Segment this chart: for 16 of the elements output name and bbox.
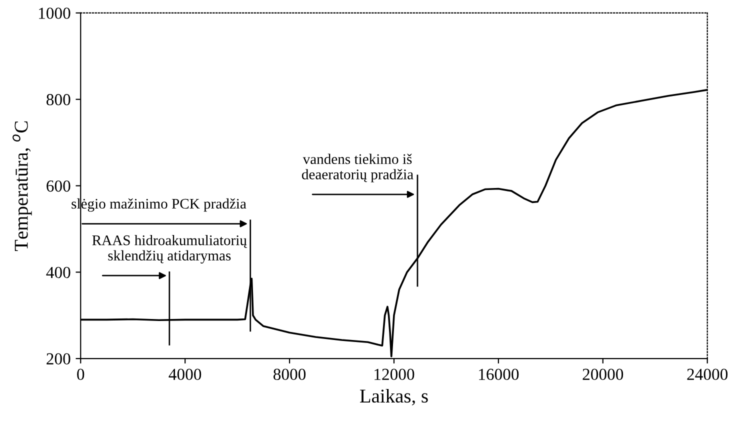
y-tick-label: 400 — [46, 266, 70, 278]
y-tick-label: 200 — [46, 353, 70, 365]
x-tick-label: 4000 — [168, 368, 202, 380]
ref-line-label: vandens tiekimo iš deaeratorių pradžia — [302, 154, 414, 182]
x-tick-label: 8000 — [274, 368, 306, 380]
x-tick-label: 24000 — [687, 368, 728, 380]
y-axis-title: Temperatūra, $^{o}$C — [12, 121, 32, 252]
ref-line-label: RAAS hidroakumuliatorių sklendžių atidarymas — [92, 234, 247, 264]
x-tick-label: 20000 — [582, 368, 624, 380]
y-tick-label: 1000 — [39, 8, 70, 19]
x-tick-label: 12000 — [374, 368, 414, 380]
y-tick-label: 600 — [46, 180, 70, 192]
x-tick-label: 16000 — [479, 368, 519, 380]
x-axis-title: Laikas, s — [360, 388, 428, 406]
x-tick-label: 0 — [77, 368, 84, 380]
y-tick-label: 800 — [46, 94, 70, 106]
